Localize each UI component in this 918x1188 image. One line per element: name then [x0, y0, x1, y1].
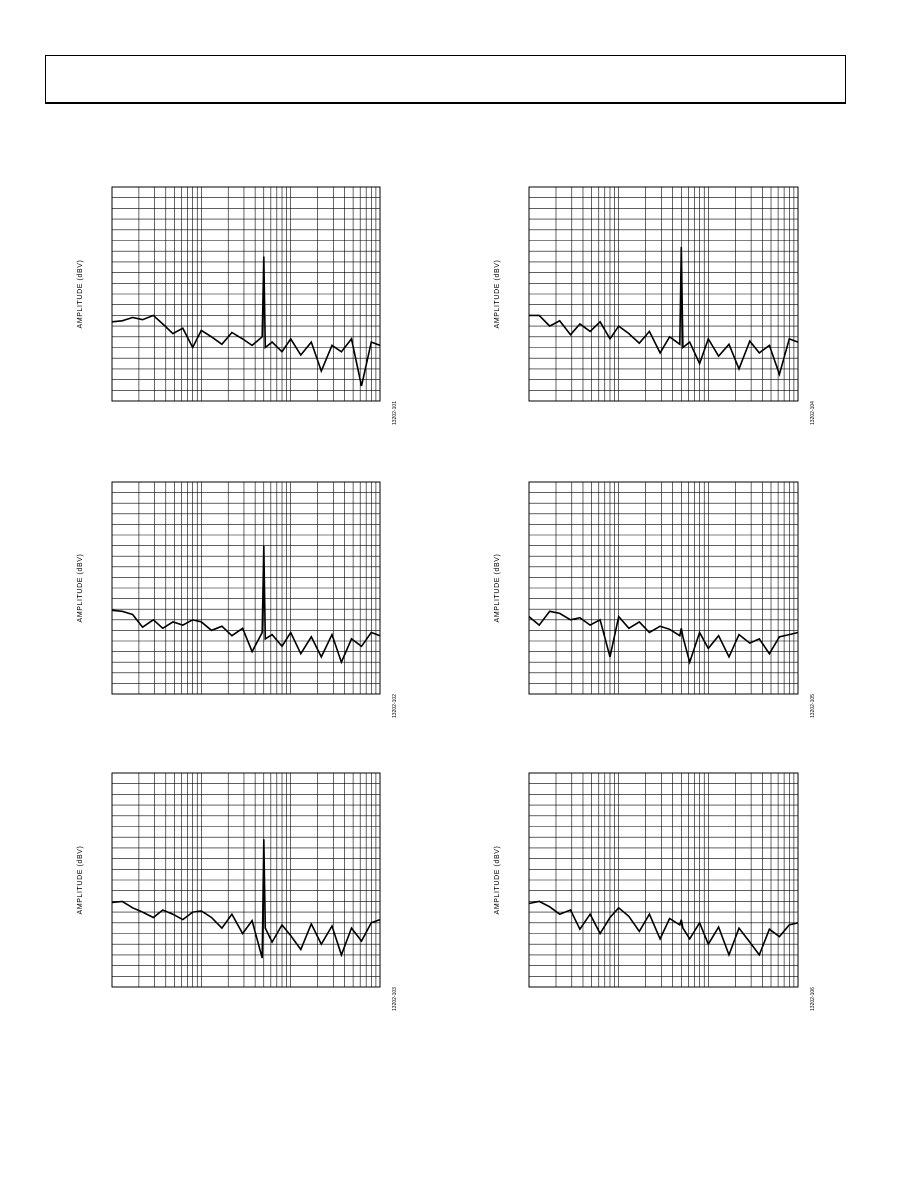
plot-frame — [528, 186, 799, 402]
chart: AMPLITUDE (dBV) 13202-104 — [494, 186, 816, 425]
figure-id: 13202-102 — [392, 694, 398, 718]
header-box — [45, 55, 846, 104]
trace — [111, 256, 381, 387]
trace — [529, 246, 799, 377]
trace — [528, 610, 799, 665]
trace — [111, 545, 381, 665]
y-axis-label: AMPLITUDE (dBV) — [494, 846, 501, 915]
figure-id: 13202-104 — [810, 401, 816, 425]
y-axis-label: AMPLITUDE (dBV) — [77, 846, 84, 915]
figure-id: 13202-101 — [392, 401, 398, 425]
chart: AMPLITUDE (dBV) 13202-106 — [494, 772, 816, 1011]
chart: AMPLITUDE (dBV) 13202-103 — [77, 772, 398, 1011]
chart: AMPLITUDE (dBV) 13202-105 — [494, 481, 816, 718]
plot-frame — [111, 186, 381, 402]
chart: AMPLITUDE (dBV) 13202-101 — [77, 186, 398, 425]
plot-frame — [111, 772, 381, 988]
y-axis-label: AMPLITUDE (dBV) — [494, 554, 501, 623]
y-axis-label: AMPLITUDE (dBV) — [77, 260, 84, 329]
figure-id: 13202-106 — [810, 987, 816, 1011]
chart: AMPLITUDE (dBV) 13202-102 — [77, 481, 398, 718]
figure-id: 13202-103 — [392, 987, 398, 1011]
y-axis-label: AMPLITUDE (dBV) — [77, 554, 84, 623]
y-axis-label: AMPLITUDE (dBV) — [494, 260, 501, 329]
figure-id: 13202-105 — [810, 694, 816, 718]
plot-frame — [111, 481, 381, 695]
plot-frame — [528, 772, 799, 988]
trace — [528, 900, 799, 958]
plot-frame — [528, 481, 799, 695]
trace — [111, 839, 381, 959]
